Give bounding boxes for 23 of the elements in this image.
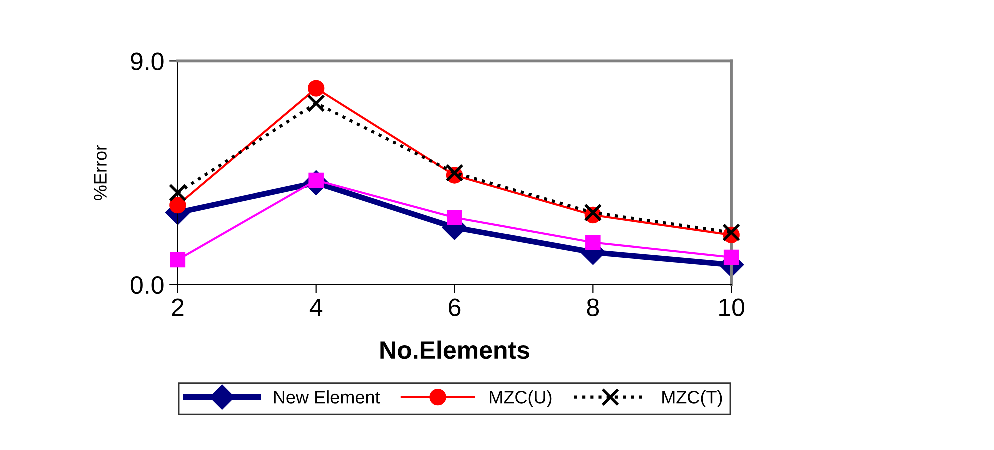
point <box>168 184 187 202</box>
x-axis-title: No.Elements <box>380 340 530 360</box>
point <box>447 210 462 226</box>
y-axis-title: %Error <box>94 145 107 200</box>
x-tick-label: 6 <box>449 298 461 316</box>
point <box>308 80 325 97</box>
point <box>584 204 602 222</box>
legend-label: New Element <box>274 390 380 404</box>
x-tick-label: 10 <box>720 298 745 316</box>
x-tick-label: 2 <box>172 298 184 316</box>
y-tick-label: 0.0 <box>130 276 164 294</box>
point <box>586 234 601 250</box>
legend-label: MZC(T) <box>662 390 722 408</box>
point <box>170 196 186 214</box>
x-tick-label: 8 <box>587 298 600 316</box>
point <box>307 94 326 112</box>
point <box>724 250 740 266</box>
point <box>722 224 741 242</box>
legend-label: MZC(U) <box>490 390 552 408</box>
y-tick-label: 9.0 <box>131 52 164 71</box>
x-tick-label: 4 <box>310 298 323 316</box>
point <box>446 164 464 182</box>
point <box>170 252 186 268</box>
